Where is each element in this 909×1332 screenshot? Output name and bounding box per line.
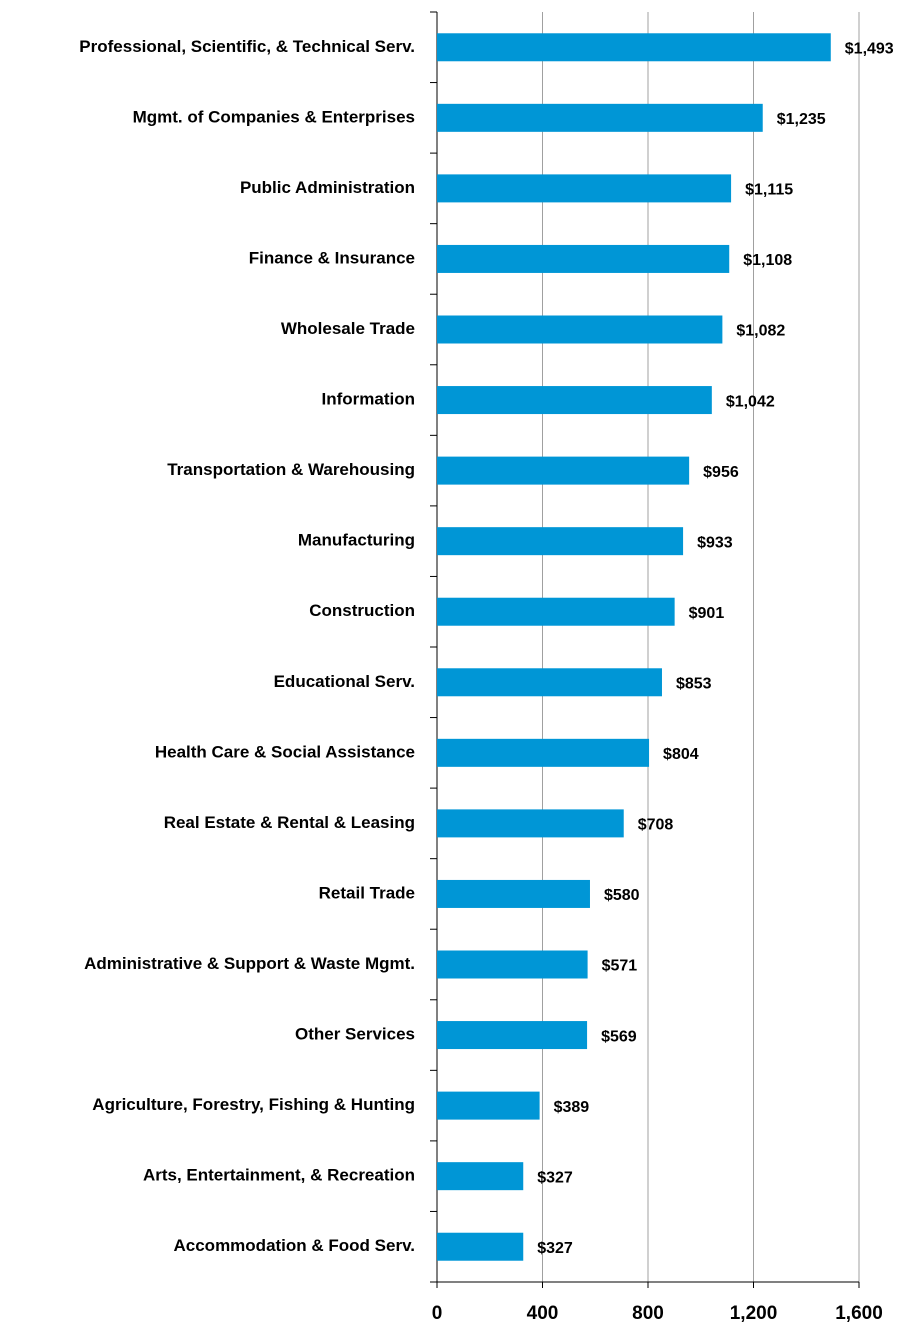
bar: [437, 33, 831, 62]
category-label: Real Estate & Rental & Leasing: [164, 813, 415, 832]
category-label: Health Care & Social Assistance: [155, 742, 415, 761]
value-label: $708: [638, 817, 674, 834]
category-label: Agriculture, Forestry, Fishing & Hunting: [92, 1095, 415, 1114]
category-label: Educational Serv.: [274, 672, 415, 691]
value-label: $1,493: [845, 40, 894, 57]
value-label: $901: [689, 605, 725, 622]
value-label: $1,235: [777, 111, 826, 128]
bar: [437, 668, 662, 697]
value-label: $327: [537, 1240, 573, 1257]
category-label: Public Administration: [240, 178, 415, 197]
category-label: Transportation & Warehousing: [167, 460, 415, 479]
value-label: $571: [602, 958, 638, 975]
bar: [437, 315, 723, 344]
value-label: $569: [601, 1028, 637, 1045]
value-label: $933: [697, 534, 733, 551]
x-tick-label: 0: [432, 1303, 443, 1324]
category-label: Wholesale Trade: [281, 319, 415, 338]
category-label: Arts, Entertainment, & Recreation: [143, 1166, 415, 1185]
value-label: $327: [537, 1169, 573, 1186]
value-label: $804: [663, 746, 699, 763]
category-label: Finance & Insurance: [249, 248, 415, 267]
value-label: $1,082: [736, 323, 785, 340]
bar: [437, 244, 730, 273]
value-label: $853: [676, 675, 712, 692]
category-label: Professional, Scientific, & Technical Se…: [79, 37, 415, 56]
bar: [437, 1091, 540, 1120]
bar: [437, 879, 590, 908]
bar: [437, 1162, 524, 1191]
category-label: Administrative & Support & Waste Mgmt.: [84, 954, 415, 973]
value-label: $1,115: [745, 182, 793, 199]
x-tick-label: 1,600: [835, 1303, 883, 1324]
category-label: Retail Trade: [319, 883, 415, 902]
bar: [437, 950, 588, 979]
value-label: $389: [554, 1099, 590, 1116]
bar: [437, 103, 763, 132]
value-label: $956: [703, 464, 739, 481]
category-label: Manufacturing: [298, 531, 415, 550]
category-label: Other Services: [295, 1025, 415, 1044]
x-tick-label: 800: [632, 1303, 664, 1324]
bar: [437, 597, 675, 626]
category-label: Information: [322, 390, 416, 409]
value-label: $580: [604, 887, 640, 904]
bar: [437, 809, 624, 838]
x-tick-label: 400: [527, 1303, 559, 1324]
bar: [437, 1232, 524, 1261]
x-tick-label: 1,200: [730, 1303, 778, 1324]
bar: [437, 1021, 588, 1050]
value-label: $1,108: [743, 252, 792, 269]
bar: [437, 174, 732, 203]
bar: [437, 738, 650, 767]
bar: [437, 386, 712, 415]
bar: [437, 456, 690, 485]
bar: [437, 527, 684, 556]
category-label: Mgmt. of Companies & Enterprises: [133, 107, 415, 126]
value-label: $1,042: [726, 393, 775, 410]
category-label: Accommodation & Food Serv.: [174, 1236, 416, 1255]
category-label: Construction: [309, 601, 415, 620]
